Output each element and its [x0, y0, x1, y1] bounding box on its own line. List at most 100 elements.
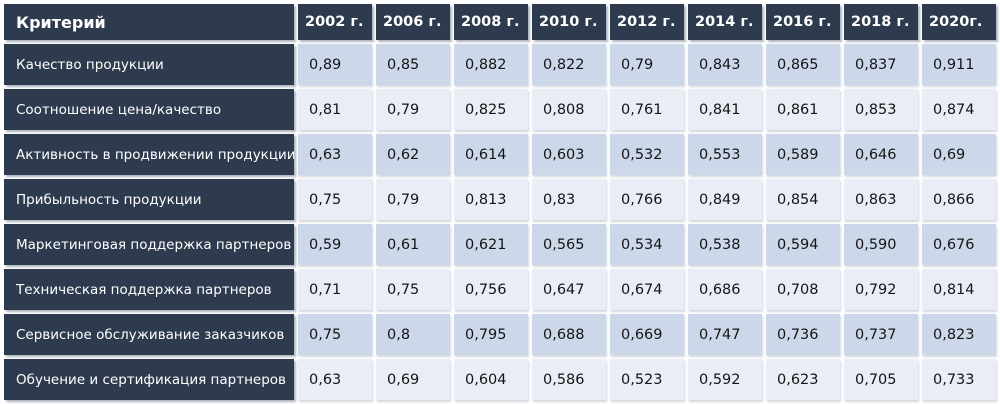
data-cell: 0,589 — [766, 134, 840, 175]
data-cell: 0,792 — [844, 269, 918, 310]
table-row: Обучение и сертификация партнеров 0,63 0,6… — [4, 359, 996, 400]
row-header-criterion: Сервисное обслуживание заказчиков — [4, 314, 294, 355]
data-cell: 0,674 — [610, 269, 684, 310]
data-cell: 0,737 — [844, 314, 918, 355]
column-header-year: 2014 г. — [688, 4, 762, 40]
column-header-year: 2018 г. — [844, 4, 918, 40]
row-header-criterion: Обучение и сертификация партнеров — [4, 359, 294, 400]
data-cell: 0,865 — [766, 44, 840, 85]
data-cell: 0,822 — [532, 44, 606, 85]
data-cell: 0,81 — [298, 89, 372, 130]
column-header-year: 2012 г. — [610, 4, 684, 40]
data-cell: 0,813 — [454, 179, 528, 220]
data-cell: 0,686 — [688, 269, 762, 310]
data-cell: 0,814 — [922, 269, 996, 310]
data-cell: 0,882 — [454, 44, 528, 85]
data-cell: 0,59 — [298, 224, 372, 265]
table-header: Критерий 2002 г. 2006 г. 2008 г. 2010 г. 2012… — [4, 4, 996, 40]
table-body: Качество продукции 0,89 0,85 0,882 0,822 0,79… — [4, 44, 996, 400]
data-cell: 0,854 — [766, 179, 840, 220]
header-row: Критерий 2002 г. 2006 г. 2008 г. 2010 г. 2012… — [4, 4, 996, 40]
table-row: Маркетинговая поддержка партнеров 0,59 0,6… — [4, 224, 996, 265]
data-cell: 0,71 — [298, 269, 372, 310]
data-cell: 0,594 — [766, 224, 840, 265]
data-cell: 0,79 — [376, 89, 450, 130]
table-row: Качество продукции 0,89 0,85 0,882 0,822 0,79… — [4, 44, 996, 85]
data-cell: 0,534 — [610, 224, 684, 265]
data-cell: 0,69 — [922, 134, 996, 175]
data-cell: 0,62 — [376, 134, 450, 175]
data-cell: 0,756 — [454, 269, 528, 310]
data-cell: 0,623 — [766, 359, 840, 400]
data-cell: 0,538 — [688, 224, 762, 265]
data-cell: 0,688 — [532, 314, 606, 355]
data-cell: 0,592 — [688, 359, 762, 400]
data-cell: 0,861 — [766, 89, 840, 130]
data-cell: 0,747 — [688, 314, 762, 355]
data-cell: 0,83 — [532, 179, 606, 220]
data-cell: 0,823 — [922, 314, 996, 355]
data-cell: 0,89 — [298, 44, 372, 85]
data-cell: 0,61 — [376, 224, 450, 265]
data-cell: 0,532 — [610, 134, 684, 175]
data-cell: 0,676 — [922, 224, 996, 265]
data-cell: 0,590 — [844, 224, 918, 265]
data-cell: 0,866 — [922, 179, 996, 220]
data-cell: 0,736 — [766, 314, 840, 355]
column-header-year: 2008 г. — [454, 4, 528, 40]
data-cell: 0,586 — [532, 359, 606, 400]
data-cell: 0,75 — [376, 269, 450, 310]
row-header-criterion: Соотношение цена/качество — [4, 89, 294, 130]
column-header-year: 2016 г. — [766, 4, 840, 40]
column-header-year: 2006 г. — [376, 4, 450, 40]
data-cell: 0,646 — [844, 134, 918, 175]
data-cell: 0,863 — [844, 179, 918, 220]
data-cell: 0,647 — [532, 269, 606, 310]
row-header-criterion: Активность в продвижении продукции — [4, 134, 294, 175]
data-cell: 0,849 — [688, 179, 762, 220]
row-header-criterion: Техническая поддержка партнеров — [4, 269, 294, 310]
data-cell: 0,708 — [766, 269, 840, 310]
data-cell: 0,85 — [376, 44, 450, 85]
table-row: Прибыльность продукции 0,75 0,79 0,813 0,83 0… — [4, 179, 996, 220]
data-cell: 0,63 — [298, 134, 372, 175]
column-header-year: 2020г. — [922, 4, 996, 40]
row-header-criterion: Маркетинговая поддержка партнеров — [4, 224, 294, 265]
data-cell: 0,911 — [922, 44, 996, 85]
data-cell: 0,733 — [922, 359, 996, 400]
data-cell: 0,523 — [610, 359, 684, 400]
data-cell: 0,8 — [376, 314, 450, 355]
data-cell: 0,837 — [844, 44, 918, 85]
data-cell: 0,705 — [844, 359, 918, 400]
data-cell: 0,603 — [532, 134, 606, 175]
data-cell: 0,79 — [610, 44, 684, 85]
column-header-criterion: Критерий — [4, 4, 294, 40]
data-cell: 0,808 — [532, 89, 606, 130]
data-cell: 0,761 — [610, 89, 684, 130]
data-cell: 0,853 — [844, 89, 918, 130]
data-cell: 0,766 — [610, 179, 684, 220]
data-cell: 0,825 — [454, 89, 528, 130]
row-header-criterion: Прибыльность продукции — [4, 179, 294, 220]
data-cell: 0,621 — [454, 224, 528, 265]
row-header-criterion: Качество продукции — [4, 44, 294, 85]
data-cell: 0,604 — [454, 359, 528, 400]
data-cell: 0,75 — [298, 314, 372, 355]
data-cell: 0,69 — [376, 359, 450, 400]
data-cell: 0,614 — [454, 134, 528, 175]
table-row: Активность в продвижении продукции 0,63 0,… — [4, 134, 996, 175]
table-row: Соотношение цена/качество 0,81 0,79 0,825 0,… — [4, 89, 996, 130]
data-cell: 0,874 — [922, 89, 996, 130]
data-cell: 0,841 — [688, 89, 762, 130]
data-cell: 0,75 — [298, 179, 372, 220]
data-cell: 0,843 — [688, 44, 762, 85]
table-row: Техническая поддержка партнеров 0,71 0,75 0… — [4, 269, 996, 310]
column-header-year: 2010 г. — [532, 4, 606, 40]
data-cell: 0,553 — [688, 134, 762, 175]
data-cell: 0,63 — [298, 359, 372, 400]
data-cell: 0,669 — [610, 314, 684, 355]
data-cell: 0,79 — [376, 179, 450, 220]
column-header-year: 2002 г. — [298, 4, 372, 40]
table-row: Сервисное обслуживание заказчиков 0,75 0,8… — [4, 314, 996, 355]
